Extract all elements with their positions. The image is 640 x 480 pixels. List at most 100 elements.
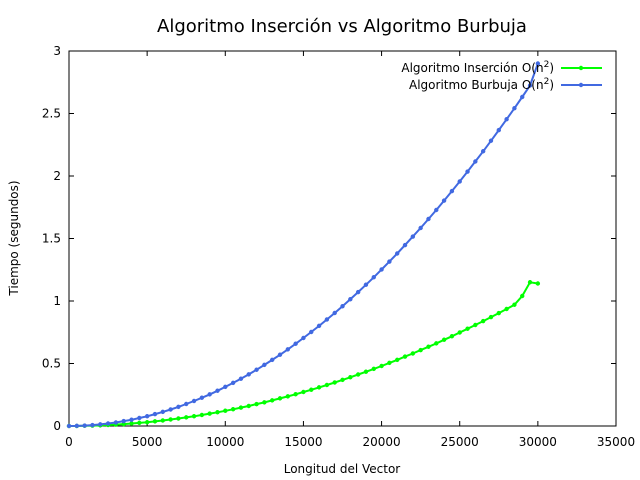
data-point bbox=[254, 401, 259, 407]
data-point bbox=[316, 323, 322, 329]
data-point bbox=[480, 149, 486, 154]
data-point bbox=[434, 341, 439, 346]
x-tick-label: 30000 bbox=[519, 435, 557, 449]
data-point bbox=[215, 410, 220, 415]
data-point bbox=[113, 420, 119, 425]
x-tick-label: 35000 bbox=[597, 435, 635, 449]
data-point bbox=[395, 357, 400, 363]
data-point bbox=[348, 297, 353, 302]
data-point bbox=[293, 392, 298, 397]
legend-item-1: Algoritmo Inserción O(n2) bbox=[401, 60, 602, 75]
data-point bbox=[160, 409, 165, 415]
data-point bbox=[457, 330, 462, 335]
y-axis-label: Tiempo (segundos) bbox=[7, 180, 21, 296]
y-ticks: 0 0.5 1 1.5 2 2.5 3 bbox=[42, 44, 616, 433]
data-point bbox=[363, 369, 369, 374]
data-point bbox=[527, 280, 533, 285]
x-tick-label: 15000 bbox=[284, 435, 322, 449]
data-point bbox=[520, 94, 525, 100]
data-point bbox=[535, 61, 541, 66]
data-point bbox=[301, 389, 306, 395]
data-point bbox=[355, 289, 361, 295]
data-point bbox=[152, 419, 158, 424]
data-point bbox=[230, 407, 236, 412]
data-point bbox=[160, 418, 165, 423]
data-point bbox=[246, 372, 251, 377]
data-point bbox=[176, 416, 181, 421]
data-point bbox=[504, 117, 509, 122]
data-point bbox=[246, 403, 251, 409]
x-tick-label: 20000 bbox=[362, 435, 400, 449]
data-point bbox=[434, 207, 439, 213]
data-point bbox=[379, 363, 384, 369]
data-point bbox=[441, 198, 447, 203]
data-point bbox=[309, 329, 314, 335]
x-tick-label: 0 bbox=[65, 435, 73, 449]
data-point bbox=[363, 282, 369, 287]
data-point bbox=[238, 405, 244, 410]
data-point bbox=[152, 411, 158, 417]
x-tick-label: 25000 bbox=[441, 435, 479, 449]
data-point bbox=[465, 169, 470, 174]
data-point bbox=[137, 420, 142, 426]
data-point bbox=[504, 306, 509, 312]
data-point bbox=[191, 398, 197, 404]
data-point bbox=[395, 251, 400, 256]
x-tick-label: 5000 bbox=[132, 435, 163, 449]
data-point bbox=[176, 404, 181, 410]
data-point bbox=[168, 407, 173, 412]
data-point bbox=[184, 401, 189, 407]
data-point bbox=[121, 418, 126, 424]
data-point bbox=[223, 384, 228, 390]
data-point bbox=[66, 423, 72, 429]
data-point bbox=[129, 417, 134, 422]
data-point bbox=[387, 259, 392, 264]
data-point bbox=[285, 347, 290, 352]
data-point bbox=[269, 398, 275, 403]
data-point bbox=[230, 380, 236, 386]
data-point bbox=[449, 188, 455, 194]
data-point bbox=[418, 225, 423, 231]
data-point bbox=[207, 411, 212, 416]
data-point bbox=[269, 357, 275, 363]
data-point bbox=[371, 366, 376, 372]
data-point bbox=[449, 334, 455, 339]
legend-marker bbox=[578, 65, 584, 71]
data-point bbox=[355, 372, 361, 377]
y-tick-label: 0 bbox=[53, 419, 61, 433]
legend-label: Algoritmo Inserción O(n2) bbox=[401, 60, 554, 75]
data-point bbox=[324, 317, 330, 322]
y-tick-label: 3 bbox=[53, 44, 61, 58]
data-point bbox=[535, 281, 541, 286]
data-point bbox=[348, 375, 353, 380]
data-point bbox=[379, 267, 384, 272]
data-point bbox=[90, 422, 95, 428]
plot-frame bbox=[68, 50, 617, 427]
data-point bbox=[520, 293, 525, 299]
data-point bbox=[512, 302, 517, 307]
series-layer bbox=[66, 61, 541, 429]
data-point bbox=[98, 422, 103, 427]
data-point bbox=[285, 394, 290, 399]
data-point bbox=[371, 275, 376, 280]
data-point bbox=[137, 415, 142, 421]
series-2 bbox=[66, 61, 541, 429]
data-point bbox=[340, 304, 345, 309]
data-point bbox=[473, 322, 478, 328]
series-1 bbox=[66, 280, 541, 429]
data-point bbox=[387, 360, 392, 366]
data-point bbox=[74, 423, 80, 429]
data-point bbox=[277, 352, 283, 357]
data-point bbox=[324, 382, 330, 388]
data-point bbox=[184, 415, 189, 420]
data-point bbox=[488, 138, 494, 143]
data-point bbox=[457, 179, 462, 184]
legend-label: Algoritmo Burbuja O(n2) bbox=[409, 77, 554, 92]
data-point bbox=[496, 127, 501, 133]
chart-title: Algoritmo Inserción vs Algoritmo Burbuja bbox=[157, 16, 527, 37]
data-point bbox=[426, 216, 431, 222]
data-point bbox=[215, 388, 220, 393]
y-tick-label: 2.5 bbox=[42, 107, 61, 121]
legend-marker bbox=[578, 82, 584, 88]
